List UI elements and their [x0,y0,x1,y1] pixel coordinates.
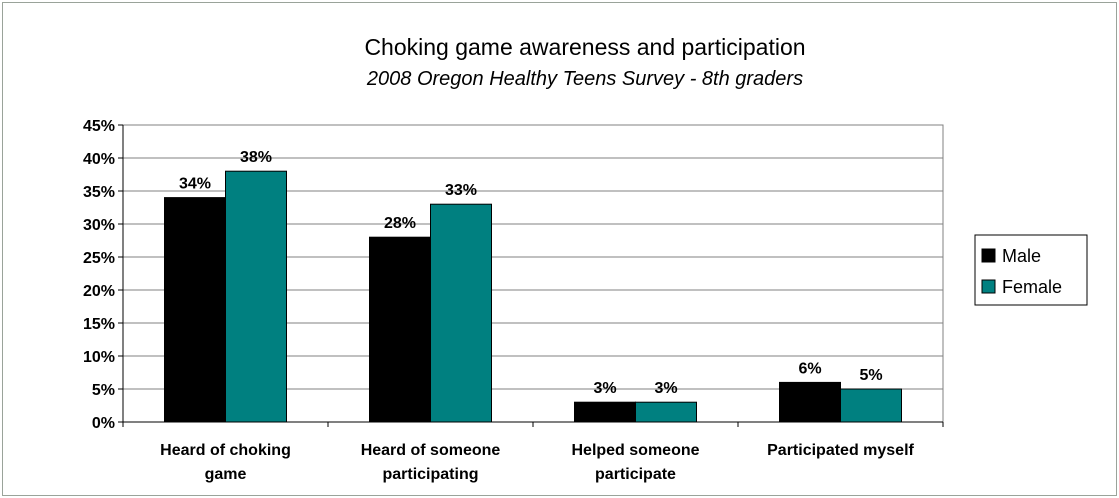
data-labels: 34% 28% 3% 6% 38% 33% 3% 5% [179,149,883,397]
data-label: 3% [593,380,616,397]
bar-female [430,203,492,423]
data-label: 3% [654,380,677,397]
bar-male [779,381,841,423]
y-tick-label: 20% [83,283,115,300]
bar-male [164,197,226,423]
bar-female [225,170,287,423]
y-tick-label: 15% [83,316,115,333]
bar-male [369,236,431,423]
category-labels: Heard of choking game Heard of someone part… [160,442,914,483]
category-label: Helped someone participate [571,442,699,483]
y-tick-label: 10% [83,349,115,366]
category-label: Heard of someone participating [361,442,501,483]
y-tick-label: 25% [83,250,115,267]
chart-title: Choking game awareness and participation [364,34,805,60]
bar-female [840,388,902,423]
y-tick-label: 35% [83,184,115,201]
chart-subtitle: 2008 Oregon Healthy Teens Survey - 8th g… [366,68,803,90]
bars [164,170,902,423]
data-label: 38% [240,149,272,166]
data-label: 5% [859,367,882,384]
bar-male [574,401,636,423]
data-label: 34% [179,176,211,193]
data-label: 28% [384,215,416,232]
legend-label-female: Female [1002,277,1062,297]
axes: 0% 5% 10% 15% 20% 25% 30% 35% 40% 45% [83,118,944,432]
y-tick-label: 0% [92,415,115,432]
data-label: 33% [445,182,477,199]
legend-label-male: Male [1002,246,1041,266]
legend-swatch-female [981,279,996,294]
bar-female [635,401,697,423]
legend: Male Female [974,234,1088,306]
legend-swatch-male [981,248,996,263]
y-tick-label: 5% [92,382,115,399]
category-label: Heard of choking game [160,442,291,483]
category-label: Participated myself [767,442,914,459]
data-label: 6% [798,360,821,377]
y-tick-label: 45% [83,118,115,135]
y-tick-label: 40% [83,151,115,168]
y-tick-label: 30% [83,217,115,234]
